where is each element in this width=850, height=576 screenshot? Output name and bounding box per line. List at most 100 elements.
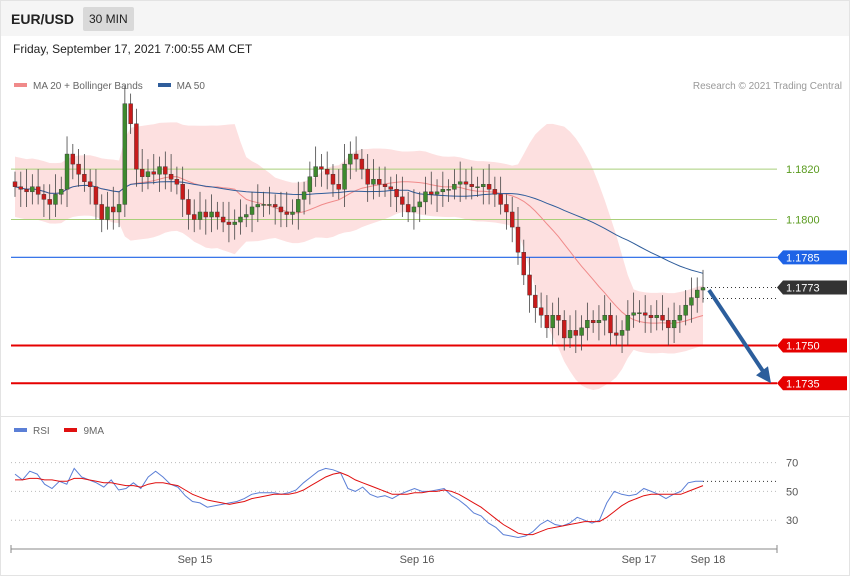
candle-body bbox=[371, 179, 376, 185]
candle-body bbox=[47, 199, 52, 205]
timeframe-badge[interactable]: 30 MIN bbox=[83, 7, 134, 31]
candle-body bbox=[226, 221, 232, 225]
candle-body bbox=[168, 173, 174, 180]
candle-body bbox=[151, 171, 156, 175]
candle-body bbox=[614, 332, 619, 336]
rsi-level-label-2: 30 bbox=[786, 515, 798, 527]
candle-body bbox=[382, 184, 388, 187]
candle-body bbox=[504, 204, 509, 213]
level-tag-label-5: 1.1735 bbox=[786, 378, 820, 390]
candles bbox=[12, 86, 706, 354]
candle-body bbox=[486, 184, 492, 190]
candle-body bbox=[533, 294, 538, 308]
candle-body bbox=[111, 206, 116, 213]
candle-body bbox=[608, 315, 613, 334]
candle-body bbox=[394, 189, 399, 198]
candle-body bbox=[475, 186, 480, 188]
candle-body bbox=[87, 181, 93, 187]
legend-item-9ma: 9MA bbox=[64, 426, 104, 437]
candle-body bbox=[53, 194, 58, 205]
candle-body bbox=[99, 204, 104, 220]
candle-body bbox=[261, 204, 266, 206]
candle-body bbox=[446, 189, 451, 191]
candle-body bbox=[562, 320, 567, 339]
candle-body bbox=[585, 320, 590, 329]
candle-body bbox=[492, 189, 498, 195]
pane-separator bbox=[1, 416, 849, 417]
x-tick-label: Sep 18 bbox=[691, 554, 726, 566]
candle-body bbox=[192, 214, 197, 220]
candle-body bbox=[359, 158, 365, 170]
candle-body bbox=[677, 315, 683, 321]
candle-body bbox=[272, 204, 278, 208]
candle-body bbox=[648, 315, 654, 318]
candle-body bbox=[116, 204, 122, 213]
candle-body bbox=[122, 103, 128, 205]
rsi-legend: RSI 9MA bbox=[14, 426, 104, 437]
candle-body bbox=[400, 196, 405, 205]
rsi-9ma-line bbox=[15, 472, 704, 536]
candle-body bbox=[619, 330, 625, 336]
candle-body bbox=[579, 327, 584, 336]
candle-body bbox=[145, 171, 151, 177]
candle-body bbox=[12, 181, 18, 187]
candle-body bbox=[452, 184, 457, 190]
candle-body bbox=[689, 297, 694, 306]
candle-body bbox=[642, 312, 648, 316]
level-tag-4 bbox=[777, 338, 847, 353]
candle-body bbox=[481, 184, 486, 187]
candle-body bbox=[139, 168, 145, 177]
candle-body bbox=[18, 186, 23, 190]
candle-body bbox=[660, 315, 665, 321]
legend-label-ma20: MA 20 + Bollinger Bands bbox=[33, 81, 143, 92]
level-tag-label-4: 1.1750 bbox=[786, 340, 820, 352]
candle-body bbox=[515, 226, 521, 253]
candle-body bbox=[267, 204, 272, 206]
level-tag-label-3: 1.1773 bbox=[786, 283, 820, 295]
candle-body bbox=[278, 206, 284, 213]
candle-body bbox=[30, 186, 35, 193]
legend-swatch-9ma bbox=[64, 428, 78, 433]
candle-body bbox=[180, 184, 185, 200]
candle-body bbox=[284, 211, 289, 215]
candle-body bbox=[301, 191, 307, 200]
candle-body bbox=[249, 206, 255, 215]
candle-body bbox=[405, 204, 411, 213]
candle-body bbox=[24, 189, 29, 193]
candle-body bbox=[35, 186, 41, 195]
candle-body bbox=[683, 304, 688, 316]
candle-body bbox=[573, 330, 579, 336]
candle-body bbox=[654, 315, 659, 318]
candle-body bbox=[348, 153, 353, 165]
candle-body bbox=[255, 204, 261, 208]
candle-body bbox=[469, 184, 474, 187]
candle-body bbox=[163, 166, 168, 175]
candle-body bbox=[82, 173, 87, 182]
rsi-level-label-0: 70 bbox=[786, 458, 798, 470]
candle-body bbox=[423, 191, 428, 203]
level-label-0: 1.1820 bbox=[786, 164, 820, 176]
candle-body bbox=[128, 103, 133, 125]
level-tag-2 bbox=[777, 250, 847, 265]
candle-body bbox=[244, 214, 249, 218]
candle-body bbox=[498, 194, 503, 205]
candle-body bbox=[567, 330, 573, 339]
candle-body bbox=[353, 153, 359, 160]
candle-body bbox=[411, 206, 417, 213]
legend-swatch-rsi bbox=[14, 428, 27, 433]
candle-body bbox=[417, 201, 422, 208]
level-label-1: 1.1800 bbox=[786, 215, 820, 227]
candle-body bbox=[215, 211, 220, 218]
candle-body bbox=[434, 191, 440, 195]
candle-body bbox=[64, 153, 70, 190]
candle-body bbox=[440, 189, 446, 193]
candle-body bbox=[319, 166, 324, 170]
candle-body bbox=[463, 181, 469, 185]
rsi-line bbox=[14, 467, 703, 539]
legend-item-ma20: MA 20 + Bollinger Bands bbox=[14, 81, 143, 92]
legend-label-9ma: 9MA bbox=[83, 426, 105, 437]
header-bar: EUR/USD 30 MIN bbox=[1, 1, 849, 36]
candle-body bbox=[556, 315, 561, 321]
